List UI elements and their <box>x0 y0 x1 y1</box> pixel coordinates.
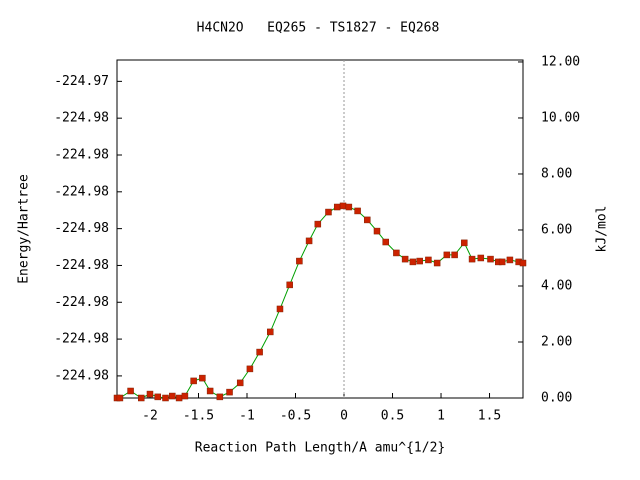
data-point <box>138 394 145 402</box>
x-tick-label: 1 <box>437 409 445 424</box>
y2-tick-label: 12.00 <box>541 54 580 69</box>
data-point <box>333 203 341 211</box>
data-point <box>401 255 409 263</box>
data-point <box>276 305 284 313</box>
x-tick-label: 0 <box>340 409 348 424</box>
data-point <box>206 387 214 395</box>
y2-tick-label: 10.00 <box>541 110 580 125</box>
data-point <box>256 348 263 356</box>
y2-tick-label: 8.00 <box>541 166 572 181</box>
data-point <box>116 394 124 402</box>
x-axis-label: Reaction Path Length/A amu^{1/2} <box>195 441 445 456</box>
data-point <box>345 203 353 211</box>
x-tick-label: -1 <box>239 409 255 424</box>
x-tick-label: 0.5 <box>381 409 404 424</box>
data-point <box>199 374 206 382</box>
data-point <box>127 387 134 395</box>
data-point <box>498 258 506 266</box>
data-point <box>409 258 417 266</box>
chart-title: H4CN2O EQ265 - TS1827 - EQ268 <box>197 21 440 36</box>
data-point <box>393 249 400 257</box>
x-tick-label: -0.5 <box>280 409 311 424</box>
data-point <box>146 390 154 398</box>
data-point <box>154 393 161 401</box>
data-point <box>373 227 381 235</box>
y-tick-label: -224.98 <box>54 184 109 199</box>
y-tick-label: -224.98 <box>54 111 109 126</box>
data-point <box>305 237 313 245</box>
y-tick-label: -224.98 <box>54 147 109 162</box>
x-tick-label: 1.5 <box>478 409 501 424</box>
y2-tick-label: 0.00 <box>541 391 572 406</box>
data-point <box>246 365 254 373</box>
data-point <box>506 256 514 264</box>
y-tick-label: -224.98 <box>54 368 109 383</box>
data-point <box>519 259 527 267</box>
data-point <box>286 281 293 289</box>
data-point <box>325 208 332 216</box>
data-point <box>382 238 389 246</box>
data-point <box>236 379 244 387</box>
data-point <box>162 394 169 402</box>
data-point <box>226 388 233 396</box>
y-axis-label: Energy/Hartree <box>17 174 32 284</box>
data-point <box>425 256 432 264</box>
data-point <box>354 207 361 215</box>
y2-tick-label: 6.00 <box>541 222 572 237</box>
y2-tick-label: 2.00 <box>541 334 572 349</box>
data-point <box>364 216 371 224</box>
data-point <box>175 394 183 402</box>
data-point <box>477 254 485 262</box>
y-tick-label: -224.98 <box>54 221 109 236</box>
data-point <box>461 239 468 247</box>
data-point <box>216 393 224 401</box>
data-point <box>433 259 441 267</box>
y2-tick-label: 4.00 <box>541 278 572 293</box>
data-point <box>443 251 451 259</box>
y-tick-label: -224.98 <box>54 295 109 310</box>
data-point <box>296 257 303 265</box>
y-tick-label: -224.97 <box>54 74 109 89</box>
y2-axis-label: kJ/mol <box>595 206 610 253</box>
data-point <box>487 255 494 263</box>
data-point <box>339 202 347 210</box>
data-point <box>169 392 176 400</box>
data-point <box>181 392 189 400</box>
data-point <box>190 377 197 385</box>
data-point <box>468 255 476 263</box>
data-point <box>314 220 322 228</box>
y-tick-label: -224.98 <box>54 332 109 347</box>
data-point <box>416 257 423 265</box>
data-point <box>267 328 274 336</box>
x-tick-label: -2 <box>142 409 158 424</box>
data-point <box>451 251 458 259</box>
x-tick-label: -1.5 <box>183 409 214 424</box>
y-tick-label: -224.98 <box>54 258 109 273</box>
